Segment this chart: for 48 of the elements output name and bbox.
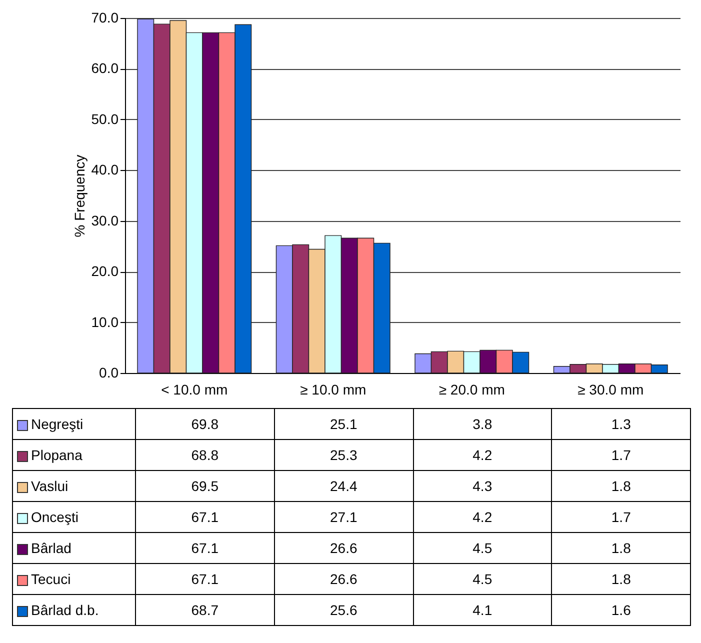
data-label: 24.4 (274, 470, 413, 502)
data-label: 69.8 (136, 408, 274, 440)
data-label: 69.5 (136, 470, 274, 502)
data-label: 68.8 (136, 440, 274, 470)
data-label: 4.3 (413, 470, 552, 502)
data-label: 67.1 (136, 502, 274, 532)
data-label: 67.1 (136, 532, 274, 564)
data-label: 27.1 (274, 502, 413, 532)
data-label: 26.6 (274, 532, 413, 564)
y-tick-label: 10.0 (91, 314, 119, 330)
data-label: 1.6 (552, 594, 690, 626)
data-label: 1.8 (552, 470, 690, 502)
x-tick-label: ≥ 20.0 mm (438, 382, 505, 398)
data-label: 1.8 (552, 564, 690, 594)
data-label: 1.8 (552, 532, 690, 564)
data-label: 3.8 (413, 408, 552, 440)
data-label: 4.1 (413, 594, 552, 626)
data-label: 26.6 (274, 564, 413, 594)
data-label: 25.6 (274, 594, 413, 626)
data-label: 4.2 (413, 502, 552, 532)
x-tick-label: ≥ 10.0 mm (300, 382, 366, 398)
data-label: 25.3 (274, 440, 413, 470)
legend-label: Bârlad (12, 532, 136, 564)
data-label: 25.1 (274, 408, 413, 440)
y-tick-label: 50.0 (91, 110, 119, 127)
legend-label: Vaslui (12, 470, 136, 502)
x-tick-label: ≥ 30.0 mm (578, 382, 644, 398)
data-label: 4.2 (413, 440, 552, 470)
y-tick-label: 20.0 (91, 263, 119, 280)
data-label: 4.5 (413, 564, 552, 594)
data-label: 1.7 (552, 440, 690, 470)
y-tick-label: 70.0 (91, 10, 119, 26)
data-label: 67.1 (136, 564, 274, 594)
data-label: 1.7 (552, 502, 690, 532)
legend-label: Onceşti (12, 502, 136, 532)
x-tick-label: < 10.0 mm (161, 382, 228, 398)
y-tick-label: 30.0 (91, 212, 119, 228)
y-axis-title: % Frequency (71, 154, 88, 238)
legend-label: Bârlad d.b. (12, 594, 136, 626)
y-tick-label: 40.0 (91, 162, 119, 178)
data-label: 4.5 (413, 532, 552, 564)
legend-label: Tecuci (12, 564, 136, 594)
data-label: 1.3 (552, 408, 690, 440)
legend-label: Plopana (12, 440, 136, 470)
data-label: 68.7 (136, 594, 274, 626)
y-tick-label: 60.0 (91, 60, 119, 76)
y-tick-label: 0.0 (99, 364, 119, 380)
legend-label: Negreşti (12, 408, 136, 440)
